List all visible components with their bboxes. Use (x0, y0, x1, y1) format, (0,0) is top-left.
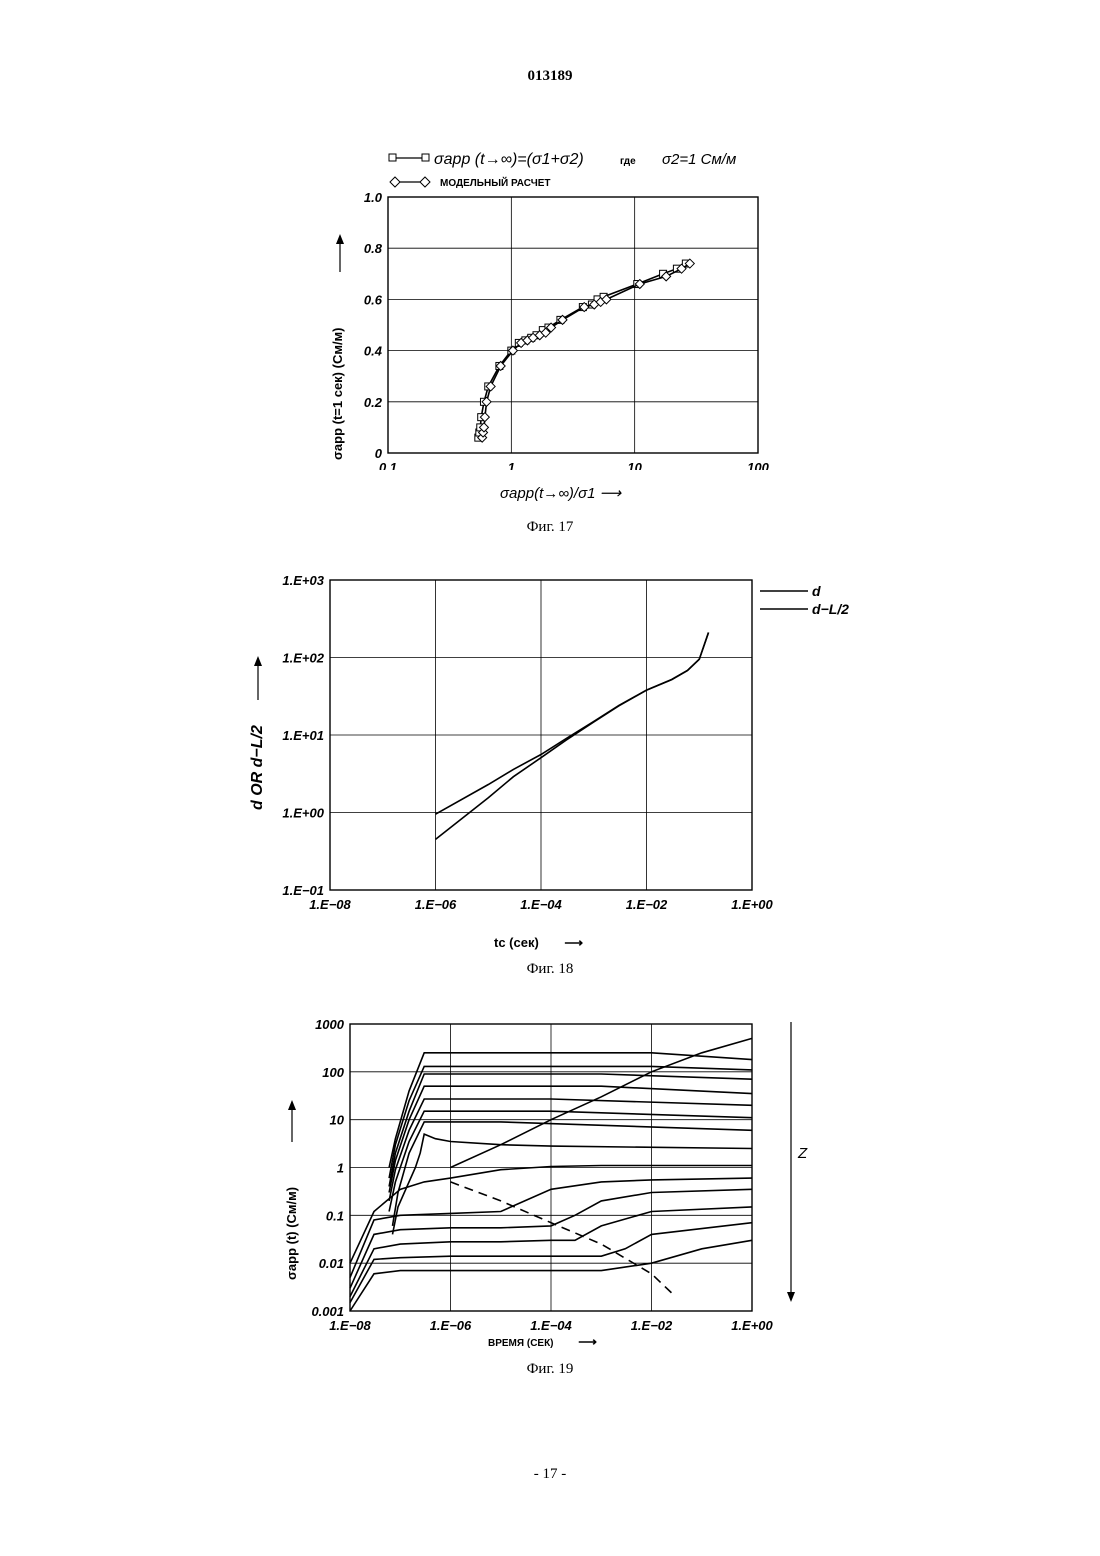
fig17-y-tick-label: 0.2 (364, 395, 383, 410)
fig18-ylabel: d OR d−L/2 (249, 725, 266, 810)
fig17-legend-label-1: МОДЕЛЬНЫЙ РАСЧЕТ (440, 176, 551, 189)
fig17-y-tick-label: 0.6 (364, 292, 383, 307)
fig19-y-tick-label: 0.01 (319, 1256, 344, 1271)
fig19-series-line-5 (389, 1111, 752, 1211)
figure-18: 1.E−08 1.E−06 1.E−04 1.E−02 1.E+00 1.E−01 1.E+… (0, 570, 1100, 930)
arrow-right-icon: ⟶ (578, 1334, 597, 1349)
fig19-y-tick-label: 0.001 (311, 1304, 344, 1319)
fig19-z-label: Z (797, 1145, 808, 1162)
fig17-plot-frame (388, 197, 758, 453)
fig17-x-tick-label: 0.1 (379, 460, 397, 470)
arrow-up-icon (254, 656, 262, 666)
fig18-series-line-1 (436, 633, 709, 840)
fig19-y-tick-label: 10 (330, 1113, 345, 1128)
diamond-marker-icon (390, 177, 400, 187)
fig19-series-line-7 (393, 1134, 753, 1234)
arrow-right-icon: ⟶ (600, 485, 622, 502)
fig17-y-tick-label: 1.0 (364, 190, 383, 205)
fig19-ylabel: σapp (t) (См/м) (284, 1187, 299, 1280)
figure-17: σapp (t→∞)=(σ1+σ2) где σ2=1 См/м МОДЕЛЬН… (0, 140, 1100, 470)
fig18-x-tick-label: 1.E−02 (626, 897, 668, 912)
fig19-x-tick-label: 1.E−02 (631, 1318, 673, 1333)
fig17-ylabel: σapp (t=1 сек) (См/м) (330, 327, 345, 460)
fig18-legend-label-1: d−L/2 (812, 601, 849, 617)
page-footer: - 17 - (0, 1466, 1100, 1483)
fig19-x-tick-label: 1.E−06 (430, 1318, 472, 1333)
fig17-legend-label-0: σapp (t→∞)=(σ1+σ2) (434, 151, 584, 168)
fig17-x-tick-label: 1 (508, 460, 515, 470)
arrow-up-icon (288, 1100, 296, 1110)
fig17-y-tick-label: 0.4 (364, 344, 383, 359)
fig17-legend-extra: σ2=1 См/м (662, 151, 736, 168)
fig18-caption: Фиг. 18 (0, 961, 1100, 978)
fig17-x-tick-label: 100 (747, 460, 769, 470)
fig18-y-tick-label: 1.E+01 (282, 728, 324, 743)
arrow-up-icon (336, 234, 344, 244)
figure-19: 1.E−08 1.E−06 1.E−04 1.E−02 1.E+00 0.001 0.01 0… (0, 1012, 1100, 1352)
fig19-series-line-6 (393, 1122, 753, 1226)
fig18-x-tick-label: 1.E−04 (520, 897, 562, 912)
page-number: 013189 (0, 68, 1100, 85)
arrow-right-icon: ⟶ (564, 935, 583, 950)
fig18-x-tick-label: 1.E+00 (731, 897, 773, 912)
fig19-series-line-4 (389, 1099, 752, 1201)
fig18-y-tick-label: 1.E+00 (282, 806, 324, 821)
fig17-y-tick-label: 0.8 (364, 241, 383, 256)
fig19-y-tick-label: 1000 (315, 1017, 345, 1032)
fig19-caption: Фиг. 19 (0, 1361, 1100, 1378)
diamond-marker-icon (420, 177, 430, 187)
fig18-y-tick-label: 1.E+02 (282, 651, 324, 666)
fig17-y-tick-label: 0 (375, 446, 383, 461)
fig19-series-line-3 (389, 1086, 752, 1192)
fig18-x-tick-label: 1.E−08 (309, 897, 351, 912)
fig17-x-tick-label: 10 (627, 460, 642, 470)
fig18-series-line-0 (436, 633, 709, 815)
fig19-y-tick-label: 100 (322, 1065, 344, 1080)
fig18-legend-label-0: d (812, 583, 821, 599)
square-marker-icon (422, 154, 429, 161)
arrow-down-icon (787, 1292, 795, 1302)
fig18-y-tick-label: 1.E+03 (282, 573, 324, 588)
fig17-xlabel: σapp(t→∞)/σ1 (500, 485, 595, 502)
fig18-xlabel: tc (сек) (494, 935, 539, 950)
fig17-legend: σapp (t→∞)=(σ1+σ2) где σ2=1 См/м МОДЕЛЬН… (389, 151, 736, 189)
fig17-caption: Фиг. 17 (0, 519, 1100, 536)
fig19-xlabel: ВРЕМЯ (СЕК) (488, 1338, 554, 1349)
fig18-legend: d d−L/2 (760, 583, 849, 617)
fig18-y-tick-label: 1.E−01 (282, 883, 324, 898)
fig19-x-tick-label: 1.E+00 (731, 1318, 773, 1333)
fig19-x-tick-label: 1.E−08 (329, 1318, 371, 1333)
square-marker-icon (389, 154, 396, 161)
fig17-legend-suffix: где (620, 156, 636, 167)
fig19-x-tick-label: 1.E−04 (530, 1318, 572, 1333)
fig19-y-tick-label: 1 (337, 1161, 344, 1176)
fig18-x-tick-label: 1.E−06 (415, 897, 457, 912)
fig19-y-tick-label: 0.1 (326, 1208, 344, 1223)
